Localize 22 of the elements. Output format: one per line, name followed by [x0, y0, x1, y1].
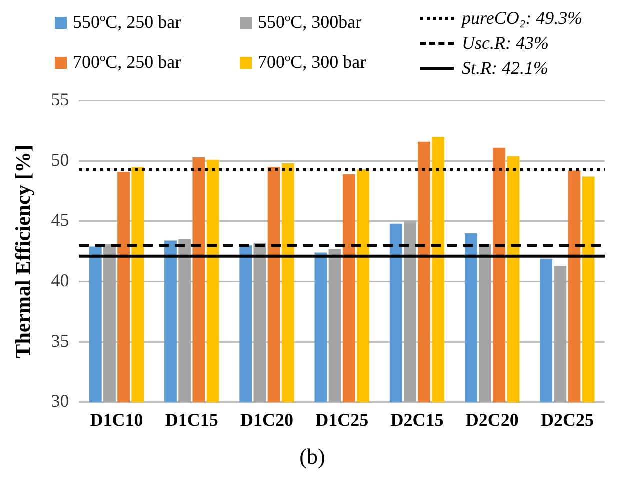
x-tick-label: D1C25 — [316, 410, 369, 430]
x-tick-label: D2C15 — [390, 410, 444, 430]
x-tick-label: D2C20 — [466, 410, 519, 430]
y-tick-label: 40 — [51, 270, 70, 290]
y-tick-label: 55 — [51, 90, 70, 110]
legend-label: pureCO₂: 49.3% — [462, 8, 583, 29]
y-axis-title: Thermal Efficiency [%] — [11, 144, 36, 358]
y-tick-label: 45 — [51, 210, 70, 230]
legend-label: 700ºC, 250 bar — [73, 52, 182, 73]
x-tick-label: D1C20 — [240, 410, 294, 430]
x-tick-label: D1C10 — [90, 410, 144, 430]
x-tick-label: D2C25 — [540, 410, 594, 430]
y-tick-label: 35 — [51, 330, 70, 351]
x-tick-label: D1C15 — [165, 410, 218, 430]
legend-label: 550ºC, 250 bar — [73, 12, 182, 33]
legend-label: St.R: 42.1% — [462, 58, 548, 79]
y-tick-label: 30 — [51, 391, 70, 412]
legend-label: Usc.R: 43% — [462, 33, 549, 54]
text: (b) — [298, 444, 326, 470]
legend-label: 700ºC, 300 bar — [258, 52, 366, 73]
y-tick-label: 50 — [51, 150, 70, 170]
legend-label: 550ºC, 300bar — [258, 12, 362, 33]
